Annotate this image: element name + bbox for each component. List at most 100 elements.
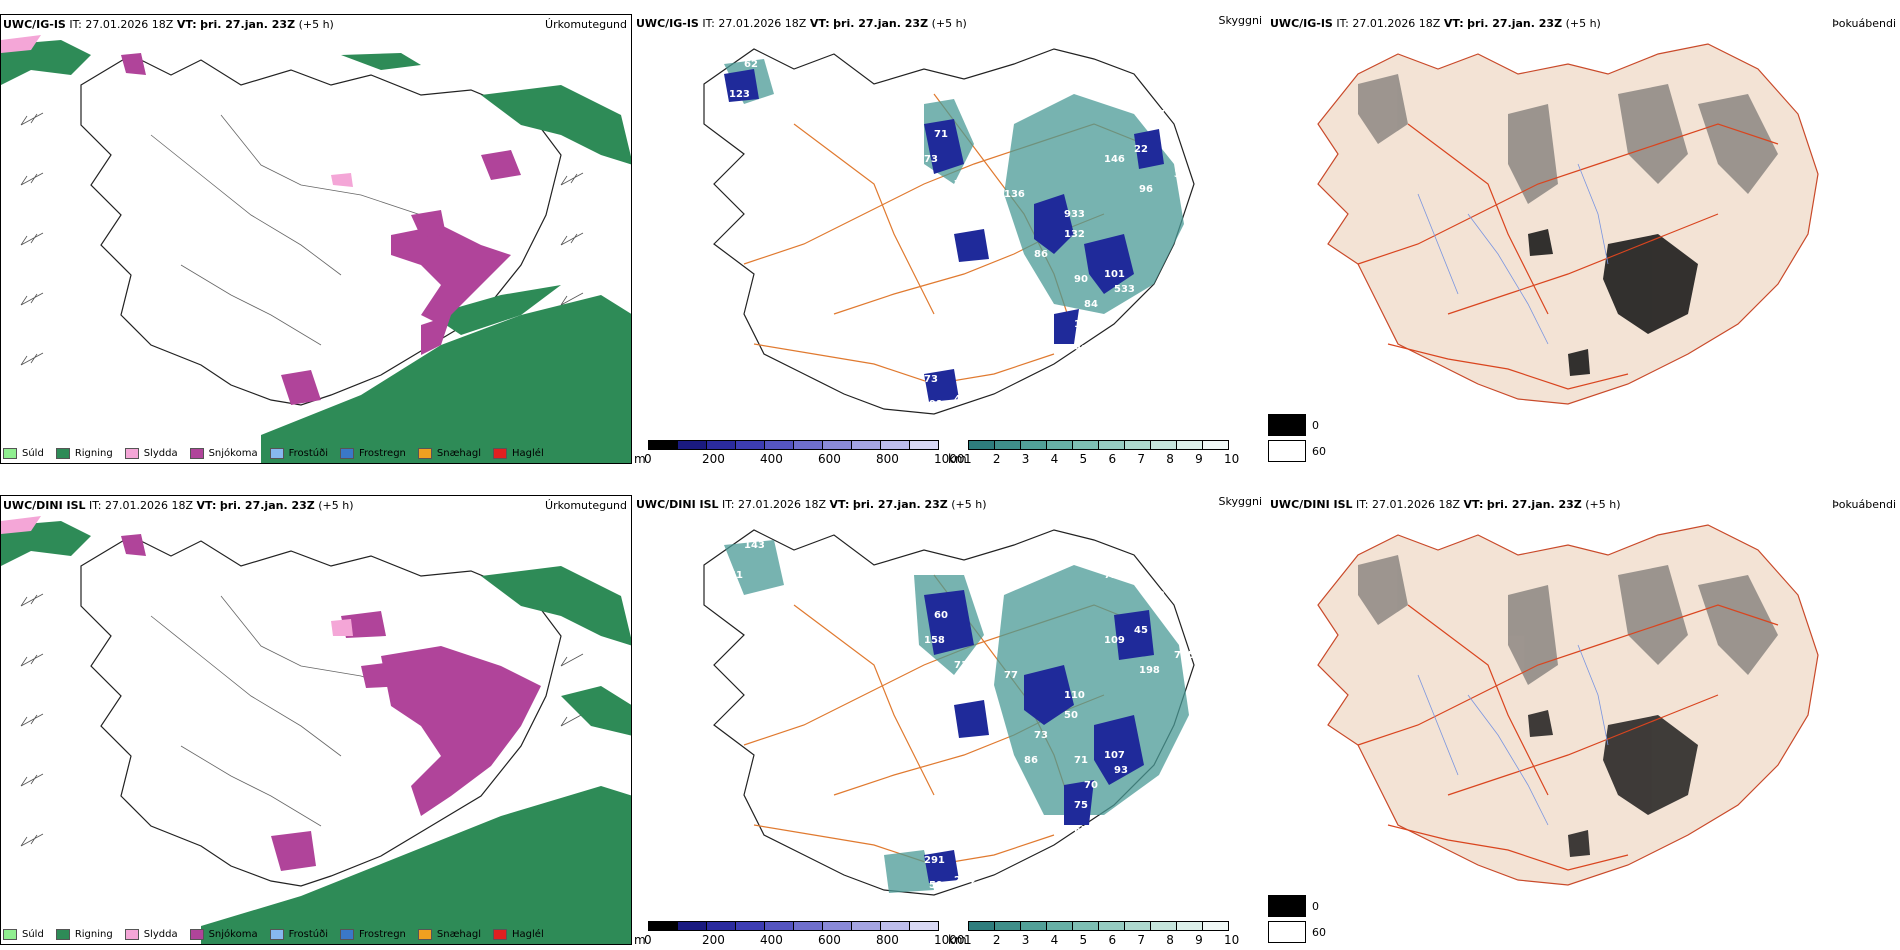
colorbar-segment — [677, 921, 707, 931]
cloud-base-value: 106 — [1074, 319, 1095, 330]
legend-swatch-rigning — [55, 928, 70, 940]
legend-item: Snjókoma — [189, 447, 258, 459]
cloud-base-value: 84 — [1084, 299, 1098, 310]
cloud-base-value: 96 — [1139, 184, 1153, 195]
legend-swatch-rigning — [55, 447, 70, 459]
cloud-base-value: 93 — [1114, 765, 1128, 776]
legend-swatch-frostudi — [269, 447, 284, 459]
colorbar-tick: 600 — [818, 933, 841, 945]
colorbar-segment — [1124, 921, 1151, 931]
colorbar-tick: 0 — [644, 452, 652, 464]
colorbar-segment — [1150, 921, 1177, 931]
rain-areas — [1, 40, 631, 463]
fog-key-black — [1268, 414, 1306, 436]
cloud-base-value: 90 — [1074, 274, 1088, 285]
cloud-label-row2: Skyggni — [1218, 495, 1262, 508]
fog-dense — [1528, 710, 1698, 857]
colorbar-tick: 2 — [992, 933, 1001, 945]
cloud-title-row2: UWC/DINI ISL IT: 27.01.2026 18Z VT: þri.… — [636, 498, 987, 511]
fog-key-60: 60 — [1312, 445, 1326, 458]
colorbar-segment — [1020, 440, 1047, 450]
legend-swatch-sild — [3, 447, 17, 459]
colorbar-segment — [706, 921, 736, 931]
colorbar-segment — [735, 921, 765, 931]
colorbar-tick: 5 — [1079, 933, 1088, 945]
cloud-base-value: 50 — [1064, 710, 1078, 721]
colorbar-segment — [735, 440, 765, 450]
cloud-base-value: 933 — [1064, 209, 1085, 220]
colorbar-segment — [909, 440, 939, 450]
precip-panel-row2: UWC/DINI ISL IT: 27.01.2026 18Z VT: þri.… — [0, 495, 632, 945]
legend-item: Snjókoma — [189, 928, 258, 940]
cloud-base-value: 77 — [1004, 670, 1018, 681]
colorbar-segment — [1124, 440, 1151, 450]
colorbar-segment — [793, 440, 823, 450]
legend-swatch-snaehagl — [417, 447, 432, 459]
cloud-base-value: 73 — [1034, 730, 1048, 741]
legend-item: Rigning — [55, 447, 113, 459]
fog-title-row2: UWC/DINI ISL IT: 27.01.2026 18Z VT: þri.… — [1270, 498, 1621, 511]
fog-label-row2: Þokuábendi — [1832, 498, 1896, 511]
precip-map-row1 — [1, 35, 631, 463]
cloud-panel-row1: UWC/IG-IS IT: 27.01.2026 18Z VT: þri. 27… — [634, 14, 1266, 464]
iceland-outline — [1317, 524, 1819, 886]
precip-title-row1: UWC/IG-IS IT: 27.01.2026 18Z VT: þri. 27… — [3, 18, 334, 31]
legend-item: Súld — [3, 928, 44, 940]
colorbar-tick: 6 — [1108, 452, 1117, 464]
cloud-base-value: 37 — [1174, 169, 1188, 180]
legend-item: Frostregn — [340, 447, 406, 459]
cloud-base-value: 75 — [1074, 800, 1088, 811]
legend-swatch-slydda — [124, 928, 139, 940]
fog-map-row1 — [1317, 43, 1819, 405]
colorbar-segment — [1020, 921, 1047, 931]
cloud-base-value: 197 — [1144, 109, 1165, 120]
lowcloud-areas — [724, 69, 1164, 402]
colorbar-tick: 6 — [1108, 933, 1117, 945]
colorbar-tick: 5 — [1079, 452, 1088, 464]
legend-item: Haglél — [493, 447, 544, 459]
legend-swatch-snjokoma — [189, 447, 204, 459]
legend-swatch-frostregn — [340, 447, 354, 459]
colorbar-segment — [909, 921, 939, 931]
colorbar-tick: 200 — [702, 933, 725, 945]
colorbar-tick: 1 — [964, 452, 972, 464]
colorbar-tick: 800 — [876, 452, 899, 464]
fog-key-black — [1268, 895, 1306, 917]
fog-panel-row1: UWC/IG-IS IT: 27.01.2026 18Z VT: þri. 27… — [1268, 14, 1900, 464]
fog-key-white — [1268, 921, 1306, 943]
precip-label-row1: Úrkomutegund — [545, 18, 627, 31]
legend-swatch-sild — [3, 928, 17, 940]
legend-item: Frostúði — [269, 928, 328, 940]
legend-swatch-haglel — [493, 447, 508, 459]
colorbar-tick: 3 — [1021, 452, 1030, 464]
cloud-base-value: 158 — [924, 635, 945, 646]
km-colorbar-row1: km 1 2 3 4 5 6 7 8 9 10 — [948, 440, 1239, 464]
colorbar-segment — [793, 921, 823, 931]
fog-shading — [1358, 74, 1778, 204]
cloud-base-value: 71 — [1074, 755, 1088, 766]
km-colorbar-row2: km 1 2 3 4 5 6 7 8 9 10 — [948, 921, 1239, 945]
roads — [1357, 604, 1779, 871]
colorbar-segment — [648, 440, 678, 450]
cloud-base-value: 143 — [744, 540, 765, 551]
rain-areas — [1, 521, 631, 944]
colorbar-tick: 8 — [1166, 933, 1174, 945]
cloud-base-value: 71 — [954, 660, 968, 671]
precip-title-row2: UWC/DINI ISL IT: 27.01.2026 18Z VT: þri.… — [3, 499, 354, 512]
colorbar-segment — [1098, 921, 1125, 931]
legend-swatch-frostudi — [269, 928, 284, 940]
cloud-base-value: 45 — [1134, 625, 1148, 636]
legend-item: Slydda — [124, 928, 178, 940]
height-unit: m — [634, 452, 646, 464]
colorbar-segment — [764, 440, 794, 450]
colorbar-segment — [822, 921, 852, 931]
cloud-base-value: 86 — [1034, 249, 1048, 260]
colorbar-tick: 1 — [964, 933, 972, 945]
colorbar-tick: 7 — [1137, 452, 1145, 464]
cloud-label-row1: Skyggni — [1218, 14, 1262, 27]
precip-label-row2: Úrkomutegund — [545, 499, 627, 512]
lowcloud-areas — [924, 590, 1154, 883]
colorbar-tick: 400 — [760, 452, 783, 464]
legend-swatch-frostregn — [340, 928, 354, 940]
rivers — [1417, 644, 1609, 826]
